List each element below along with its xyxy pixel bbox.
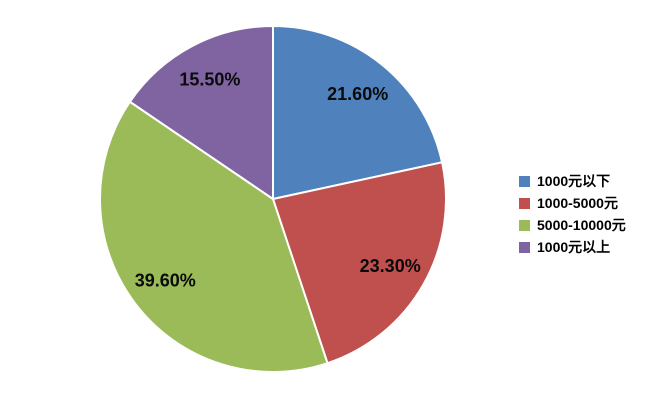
legend-item-4: 1000元以上 — [519, 236, 626, 258]
legend-item-3: 5000-10000元 — [519, 214, 626, 236]
legend-label-2: 1000-5000元 — [537, 195, 618, 211]
legend-swatch-2 — [519, 197, 530, 209]
legend-label-1: 1000元以下 — [537, 173, 611, 189]
pie-slice-4 — [128, 25, 274, 200]
pie-slice-2 — [272, 161, 447, 365]
legend-label-3: 5000-10000元 — [537, 217, 626, 233]
legend-label-4: 1000元以上 — [537, 239, 611, 255]
pie-slice-3 — [99, 100, 329, 373]
pie-slice-1 — [272, 25, 444, 200]
legend-swatch-3 — [519, 219, 530, 231]
legend-swatch-4 — [519, 241, 530, 253]
slice-label-2: 23.30% — [360, 256, 421, 276]
legend-item-1: 1000元以下 — [519, 170, 626, 192]
slice-label-1: 21.60% — [327, 84, 388, 104]
legend-swatch-1 — [519, 175, 530, 187]
legend-item-2: 1000-5000元 — [519, 192, 626, 214]
slice-label-3: 39.60% — [135, 270, 196, 290]
slice-label-4: 15.50% — [179, 70, 240, 90]
legend: 1000元以下 1000-5000元 5000-10000元 1000元以上 — [519, 170, 626, 258]
